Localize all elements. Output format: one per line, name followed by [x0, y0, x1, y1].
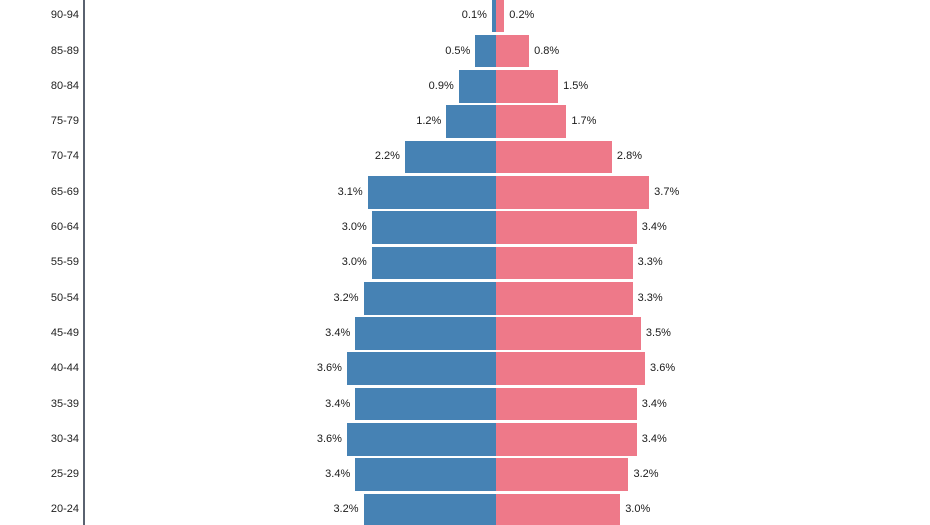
right-bar: [496, 140, 612, 174]
age-group-label: 65-69: [50, 185, 79, 198]
left-bar: [363, 493, 496, 525]
pyramid-row: 90-94 0.1% 0.2%: [0, 0, 930, 34]
right-bar: [496, 387, 637, 421]
right-value-label: 3.4%: [641, 397, 667, 410]
left-bar: [404, 140, 496, 174]
left-bar: [371, 211, 496, 244]
left-value-label: 3.2%: [333, 291, 359, 304]
right-bar: [496, 317, 641, 350]
left-value-label: 3.6%: [316, 362, 342, 375]
right-value-label: 3.0%: [625, 503, 651, 516]
pyramid-row: 75-79 1.2% 1.7%: [0, 104, 930, 139]
left-bar: [355, 317, 496, 350]
age-group-label: 70-74: [50, 150, 79, 163]
age-group-label: 55-59: [50, 256, 79, 269]
pyramid-row: 45-49 3.4% 3.5%: [0, 316, 930, 351]
left-bar: [367, 175, 496, 209]
right-value-label: 0.2%: [509, 9, 535, 22]
left-bar: [346, 423, 496, 456]
pyramid-row: 60-64 3.0% 3.4%: [0, 210, 930, 245]
age-group-label: 35-39: [50, 397, 79, 410]
age-group-label: 90-94: [50, 9, 79, 22]
left-bar: [346, 352, 496, 386]
right-bar: [496, 458, 629, 492]
right-bar: [496, 493, 621, 525]
left-bar: [355, 458, 496, 492]
right-bar: [496, 105, 567, 139]
pyramid-row: 55-59 3.0% 3.3%: [0, 245, 930, 280]
right-value-label: 0.8%: [534, 44, 560, 57]
pyramid-row: 85-89 0.5% 0.8%: [0, 34, 930, 69]
right-bar: [496, 0, 505, 33]
right-bar: [496, 246, 633, 280]
right-bar: [496, 423, 637, 456]
left-bar: [355, 387, 496, 421]
left-value-label: 3.1%: [337, 185, 363, 198]
right-value-label: 3.4%: [641, 221, 667, 233]
pyramid-row: 50-54 3.2% 3.3%: [0, 281, 930, 316]
pyramid-row: 25-29 3.4% 3.2%: [0, 457, 930, 492]
left-value-label: 3.4%: [325, 326, 351, 339]
age-group-label: 80-84: [50, 79, 79, 92]
pyramid-row: 80-84 0.9% 1.5%: [0, 69, 930, 104]
right-value-label: 3.5%: [645, 326, 671, 339]
left-bar: [458, 70, 496, 103]
left-value-label: 3.4%: [325, 468, 351, 481]
age-group-label: 40-44: [50, 362, 79, 375]
left-value-label: 2.2%: [374, 150, 400, 163]
pyramid-row: 70-74 2.2% 2.8%: [0, 139, 930, 174]
right-bar: [496, 34, 530, 68]
left-value-label: 3.6%: [316, 432, 342, 445]
right-bar: [496, 211, 637, 244]
age-group-label: 75-79: [50, 115, 79, 128]
right-value-label: 2.8%: [616, 150, 642, 163]
left-value-label: 3.0%: [341, 221, 367, 233]
left-bar: [363, 281, 496, 315]
right-value-label: 3.3%: [637, 291, 663, 304]
pyramid-row: 20-24 3.2% 3.0%: [0, 492, 930, 525]
right-value-label: 3.4%: [641, 432, 667, 445]
age-group-label: 50-54: [50, 291, 79, 304]
left-bar: [446, 105, 496, 139]
left-value-label: 3.2%: [333, 503, 359, 516]
pyramid-row: 35-39 3.4% 3.4%: [0, 387, 930, 422]
right-bar: [496, 352, 646, 386]
pyramid-row: 40-44 3.6% 3.6%: [0, 351, 930, 386]
age-group-label: 60-64: [50, 221, 79, 233]
right-bar: [496, 281, 633, 315]
pyramid-row: 65-69 3.1% 3.7%: [0, 175, 930, 210]
left-value-label: 0.1%: [461, 9, 487, 22]
left-value-label: 0.5%: [445, 44, 471, 57]
right-value-label: 3.6%: [650, 362, 676, 375]
left-value-label: 3.0%: [341, 256, 367, 269]
y-axis-line: [83, 0, 85, 525]
left-bar: [491, 0, 496, 33]
right-bar: [496, 70, 559, 103]
left-value-label: 3.4%: [325, 397, 351, 410]
pyramid-row: 30-34 3.6% 3.4%: [0, 422, 930, 457]
age-group-label: 20-24: [50, 503, 79, 516]
left-bar: [475, 34, 496, 68]
right-value-label: 1.5%: [563, 79, 589, 92]
right-value-label: 3.3%: [637, 256, 663, 269]
left-value-label: 0.9%: [428, 79, 454, 92]
right-value-label: 1.7%: [571, 115, 597, 128]
age-group-label: 85-89: [50, 44, 79, 57]
age-group-label: 30-34: [50, 432, 79, 445]
right-value-label: 3.2%: [633, 468, 659, 481]
age-group-label: 25-29: [50, 468, 79, 481]
left-bar: [371, 246, 496, 280]
right-bar: [496, 175, 650, 209]
right-value-label: 3.7%: [654, 185, 680, 198]
age-group-label: 45-49: [50, 326, 79, 339]
left-value-label: 1.2%: [416, 115, 442, 128]
